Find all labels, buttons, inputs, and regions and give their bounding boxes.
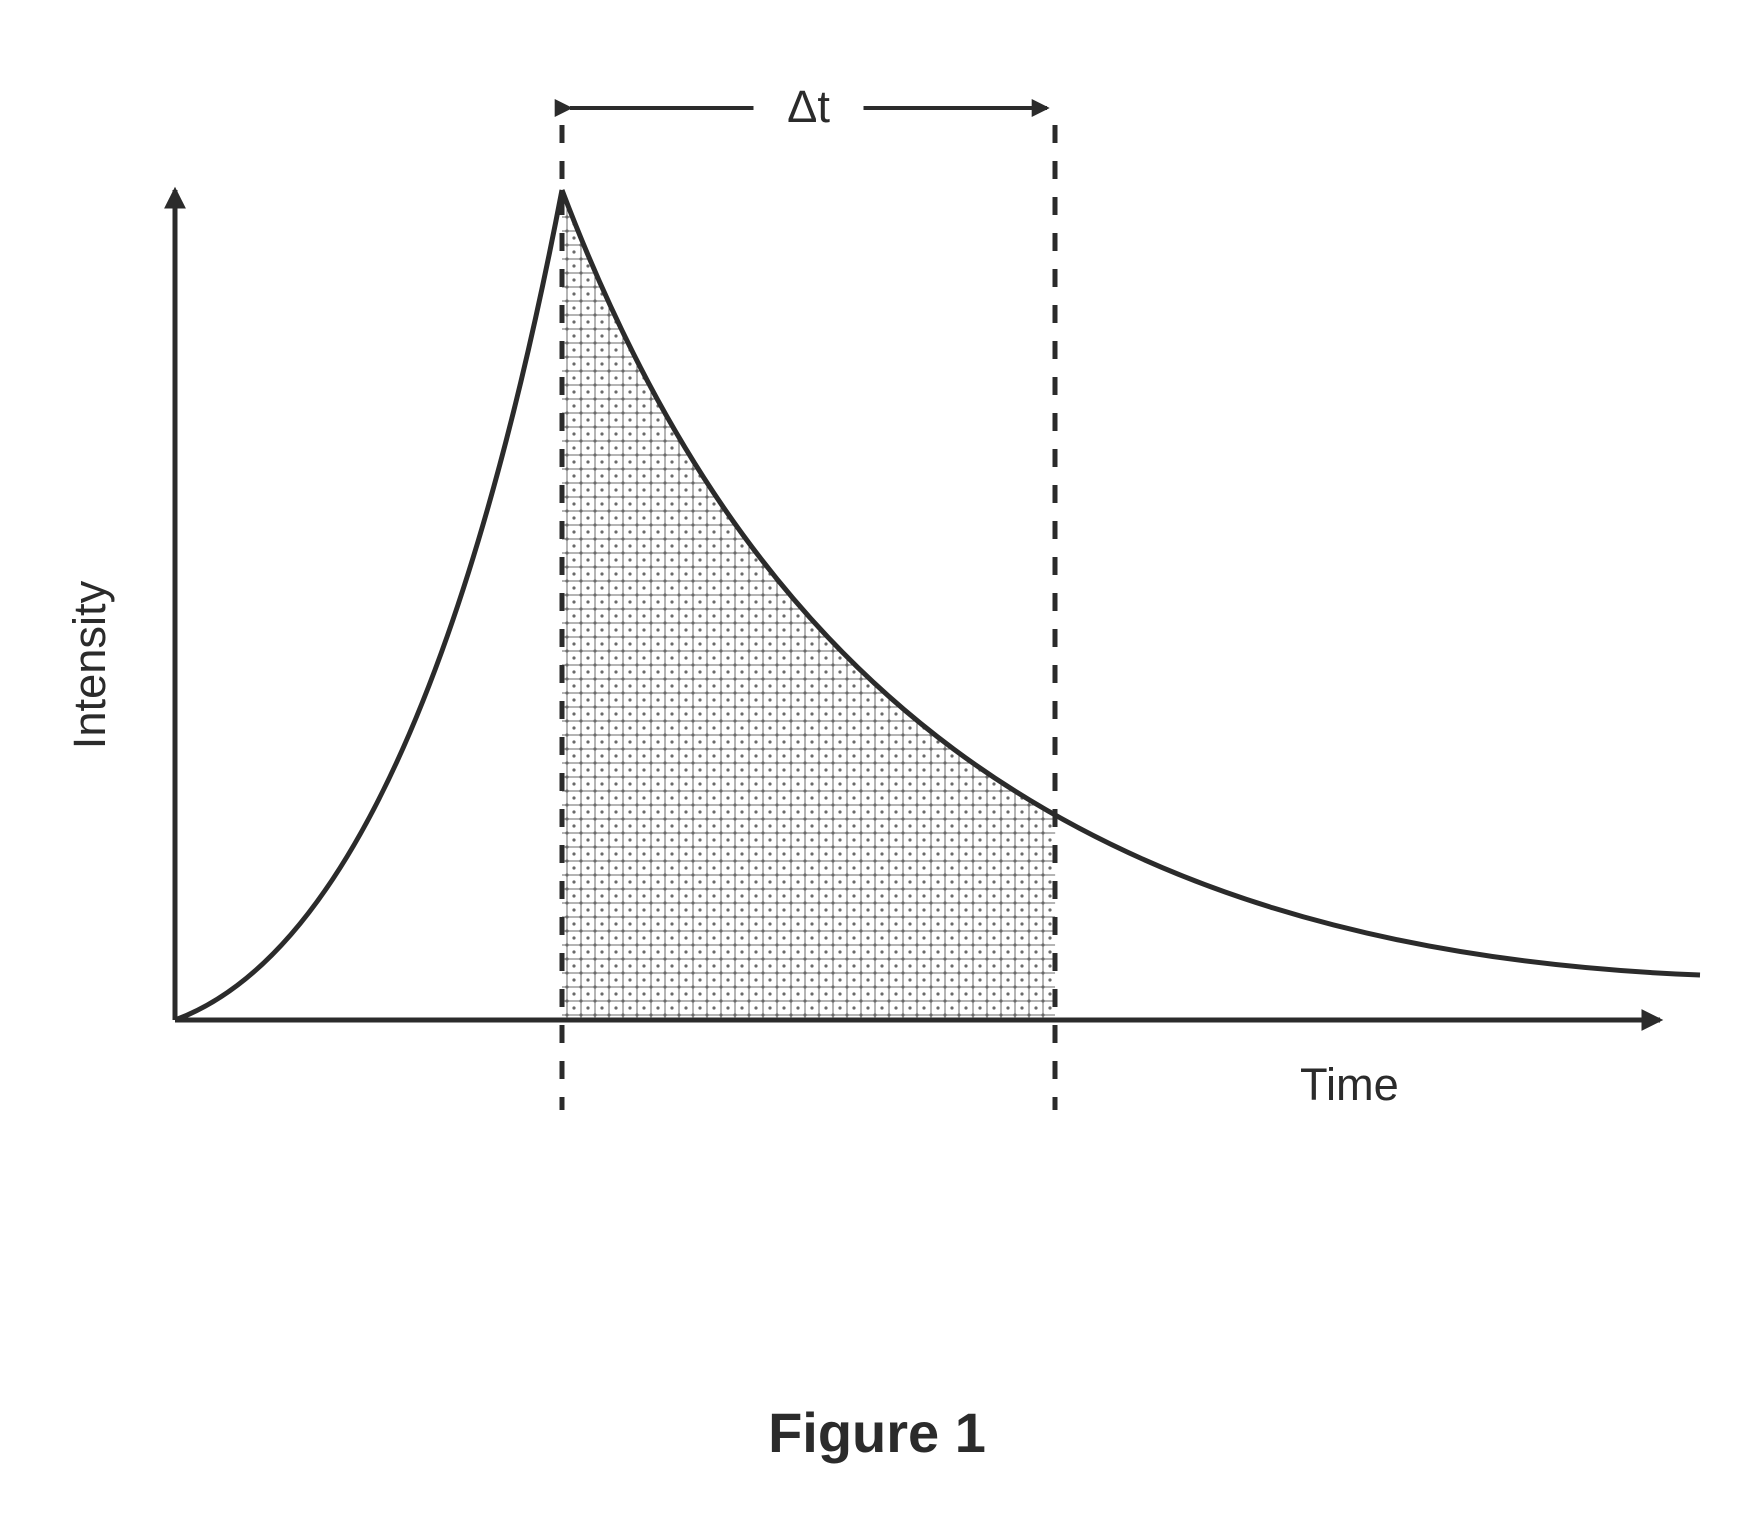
y-axis-label: Intensity <box>64 580 115 749</box>
shaded-region <box>562 190 1055 1020</box>
delta-t-label: Δt <box>787 81 830 132</box>
figure-caption: Figure 1 <box>0 1400 1754 1465</box>
x-axis-label: Time <box>1300 1059 1399 1110</box>
rise-curve <box>175 190 562 1020</box>
